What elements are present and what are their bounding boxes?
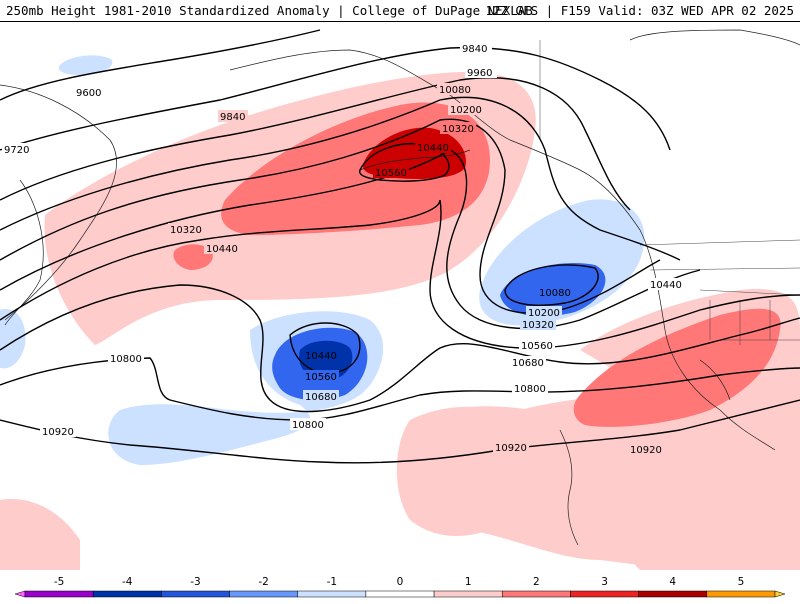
model-run-info: 12Z GFS | F159 Valid: 03Z WED APR 02 202… xyxy=(485,3,794,18)
colorbar-swatch xyxy=(229,590,298,598)
contour-label: 9720 xyxy=(4,145,29,156)
contour-label: 9840 xyxy=(220,112,245,123)
colorbar-tick-label: 4 xyxy=(669,576,676,588)
contour-label: 9840 xyxy=(462,44,487,55)
contour-label: 10080 xyxy=(439,85,471,96)
contour-label: 10320 xyxy=(442,124,474,135)
colorbar-swatch xyxy=(161,590,230,598)
contour-label: 10560 xyxy=(305,372,337,383)
colorbar-swatch xyxy=(638,590,708,598)
colorbar-left-extension xyxy=(14,590,26,598)
colorbar-swatch xyxy=(297,590,367,598)
contour-label: 10440 xyxy=(305,351,337,362)
colorbar-tick-label: -2 xyxy=(258,576,268,588)
map-title: 250mb Height 1981-2010 Standardized Anom… xyxy=(6,3,533,18)
contour-label: 10440 xyxy=(650,280,682,291)
colorbar-tick-label: -1 xyxy=(327,576,337,588)
contour-label: 10080 xyxy=(539,288,571,299)
colorbar-swatch xyxy=(570,590,639,598)
colorbar-tick-label: 2 xyxy=(533,576,540,588)
contour-label: 10920 xyxy=(495,443,527,454)
colorbar-swatch xyxy=(365,590,435,598)
colorbar-swatch xyxy=(433,590,503,598)
contour-label-group: 9600 9720 9840 9840 9960 10080 10200 103… xyxy=(2,42,684,456)
contour-label: 10320 xyxy=(522,320,554,331)
colorbar-tick-label: 3 xyxy=(601,576,608,588)
colorbar-tick-label: 0 xyxy=(397,576,404,588)
colorbar-swatch xyxy=(706,590,776,598)
contour-label: 10800 xyxy=(110,354,142,365)
contour-label: 9600 xyxy=(76,88,101,99)
contour-label: 10440 xyxy=(206,244,238,255)
colorbar-tick-label: -4 xyxy=(122,576,133,588)
contour-label: 10920 xyxy=(630,445,662,456)
contour-label: 10680 xyxy=(512,358,544,369)
contour-label: 10920 xyxy=(42,427,74,438)
colorbar-swatches xyxy=(14,590,786,598)
contour-label: 10200 xyxy=(450,105,482,116)
contour-label: 9960 xyxy=(467,68,492,79)
colorbar-swatch xyxy=(502,590,571,598)
coastlines xyxy=(0,29,800,546)
colorbar: -5 -4 -3 -2 -1 0 1 2 3 4 5 xyxy=(0,570,800,600)
colorbar-tick-label: 1 xyxy=(465,576,472,588)
map-header: 250mb Height 1981-2010 Standardized Anom… xyxy=(0,0,800,22)
anomaly-map: 9600 9720 9840 9840 9960 10080 10200 103… xyxy=(0,22,800,570)
contour-label: 10440 xyxy=(417,143,449,154)
map-svg: 9600 9720 9840 9840 9960 10080 10200 103… xyxy=(0,22,800,570)
contour-label: 10560 xyxy=(375,168,407,179)
contour-label: 10800 xyxy=(292,420,324,431)
contour-label: 10200 xyxy=(528,308,560,319)
colorbar-swatch xyxy=(24,590,94,598)
colorbar-tick-labels: -5 -4 -3 -2 -1 0 1 2 3 4 5 xyxy=(54,576,744,588)
colorbar-tick-label: -3 xyxy=(190,576,200,588)
colorbar-swatch xyxy=(92,590,162,598)
colorbar-tick-label: -5 xyxy=(54,576,64,588)
colorbar-right-extension xyxy=(774,590,786,598)
contour-label: 10560 xyxy=(521,341,553,352)
contour-label: 10800 xyxy=(514,384,546,395)
contour-label: 10320 xyxy=(170,225,202,236)
colorbar-svg: -5 -4 -3 -2 -1 0 1 2 3 4 5 xyxy=(14,576,786,598)
contour-label: 10680 xyxy=(305,392,337,403)
colorbar-tick-label: 5 xyxy=(738,576,745,588)
